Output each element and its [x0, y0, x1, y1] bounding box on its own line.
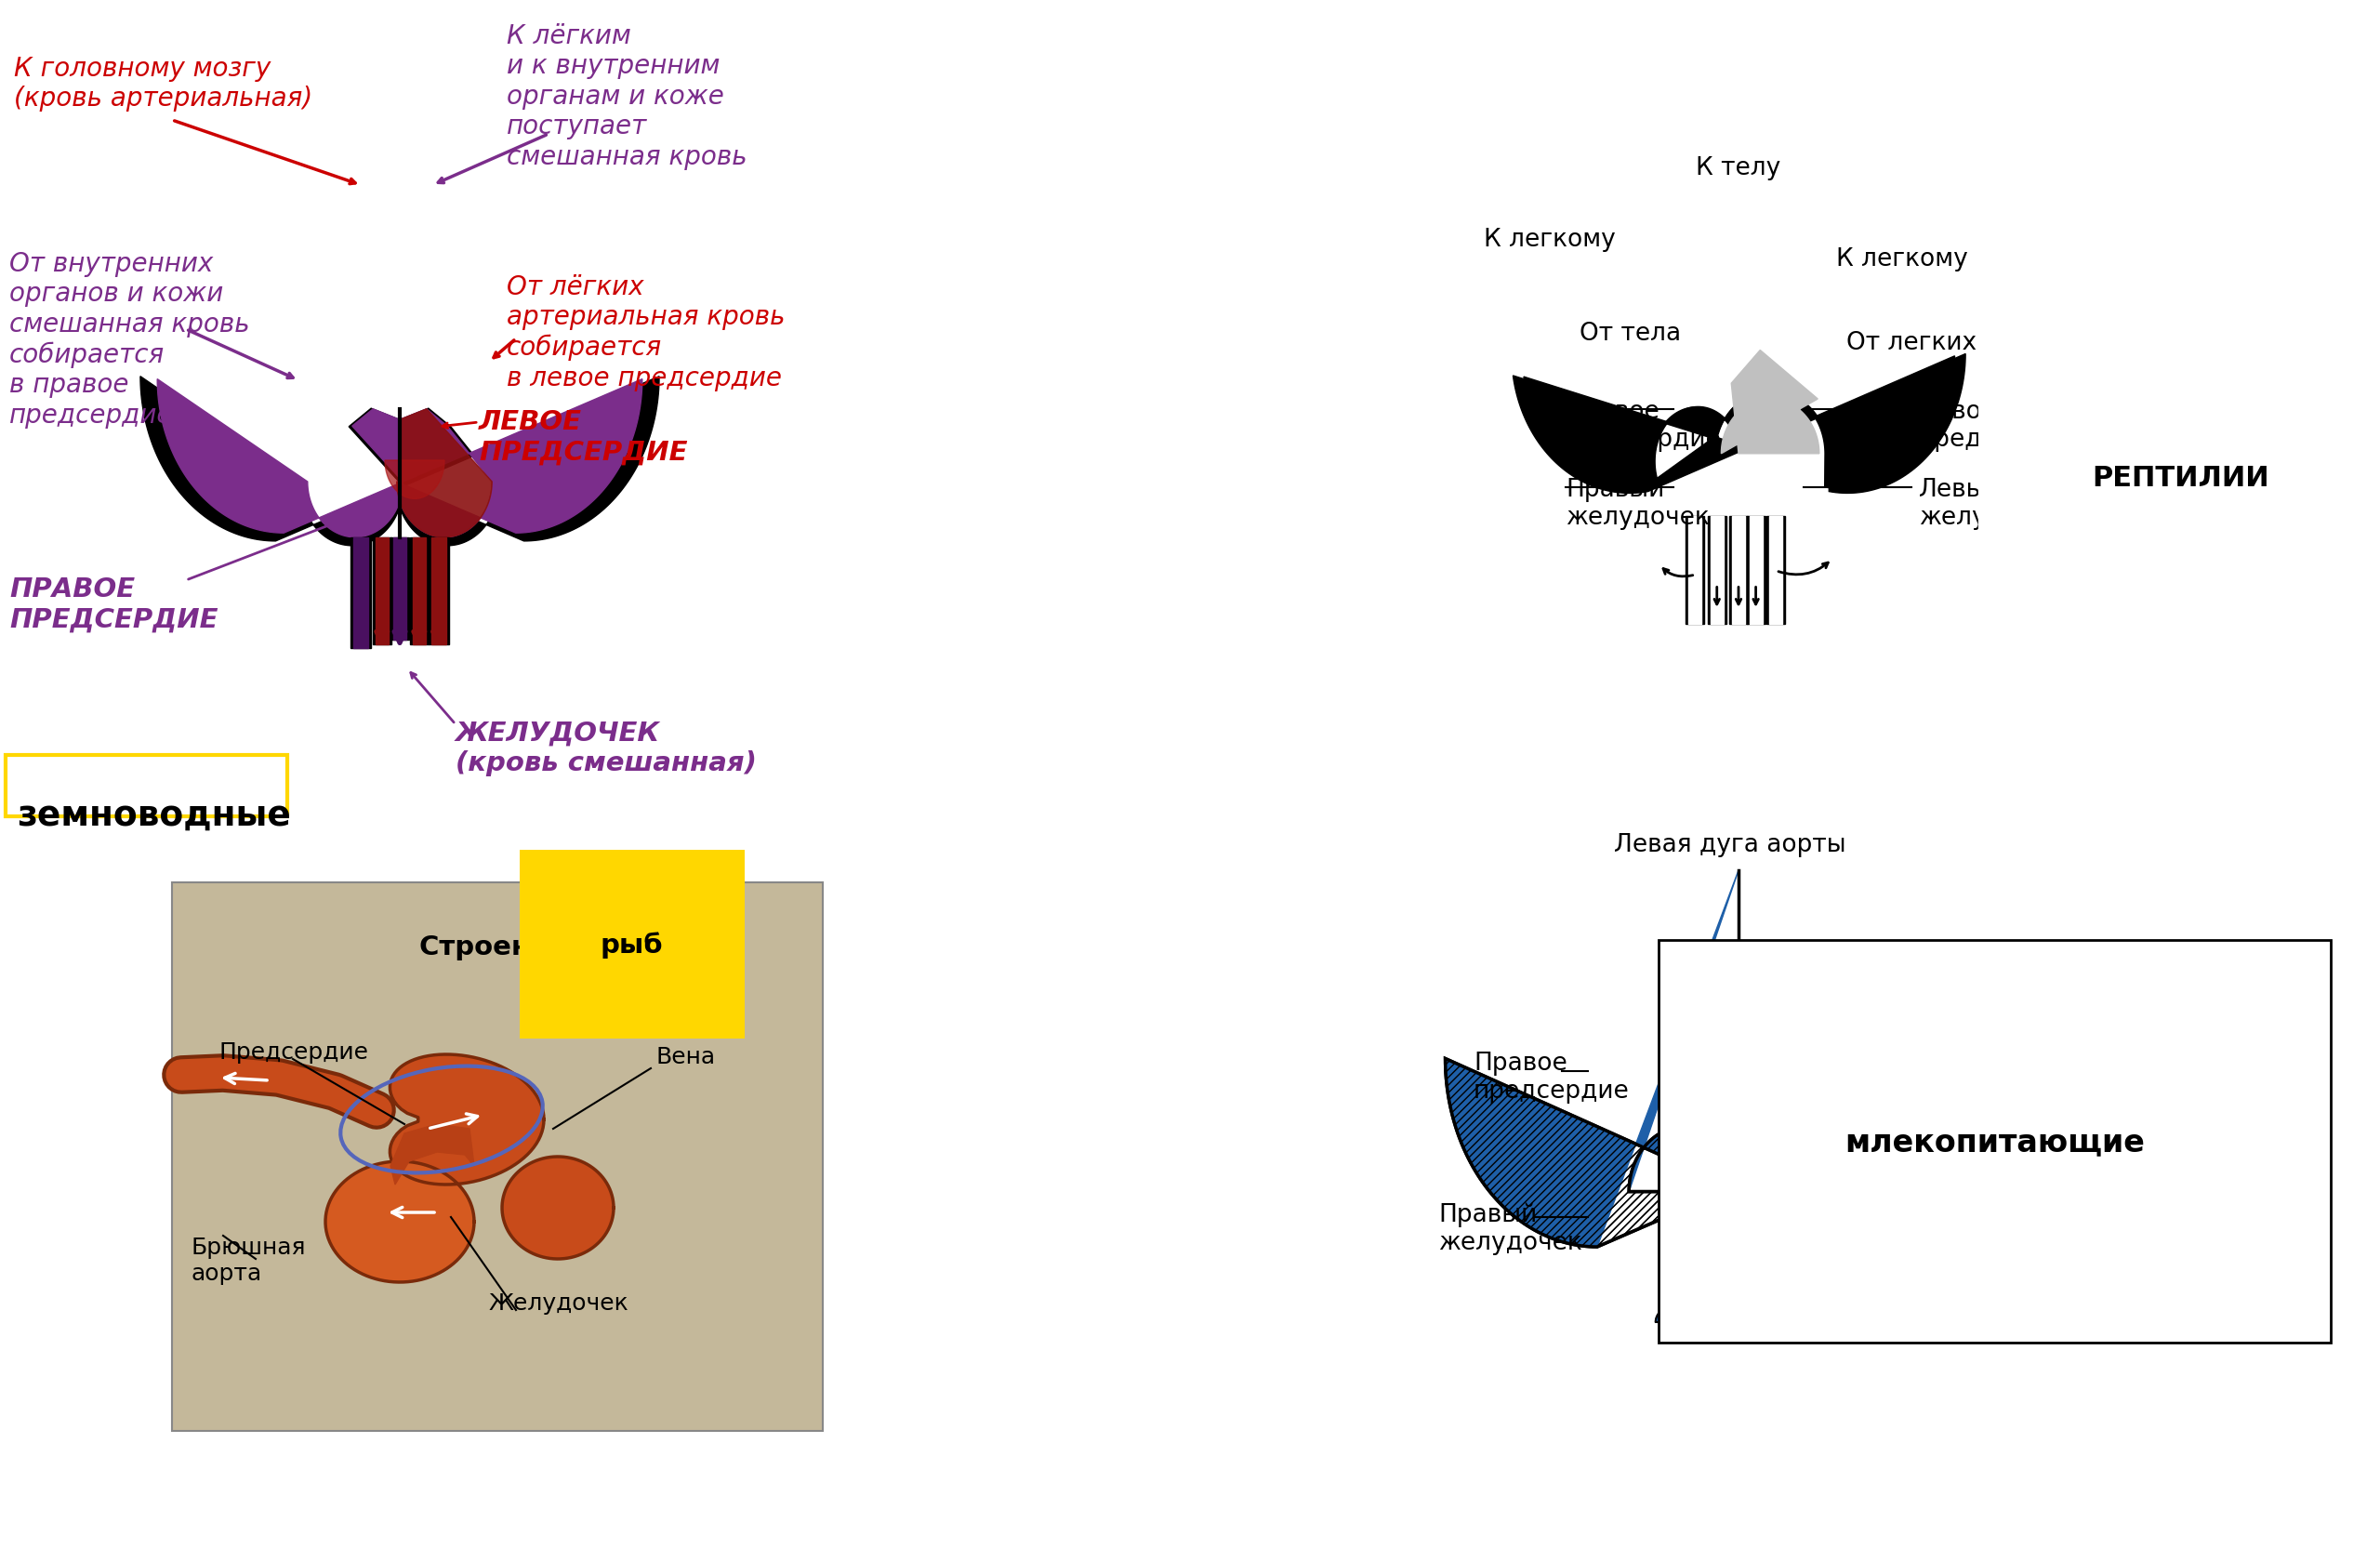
Polygon shape	[397, 409, 493, 537]
Text: От легких: От легких	[1847, 331, 1978, 356]
Text: ЛЕВОЕ
ПРЕДСЕРДИЕ: ЛЕВОЕ ПРЕДСЕРДИЕ	[478, 409, 688, 465]
Text: Брюшная
аорта: Брюшная аорта	[190, 1236, 305, 1284]
Polygon shape	[1747, 517, 1766, 623]
Polygon shape	[326, 1162, 474, 1282]
Text: К телу: К телу	[1697, 156, 1780, 180]
Polygon shape	[374, 537, 390, 645]
Text: Правое
предсердие: Правое предсердие	[1566, 400, 1721, 451]
Polygon shape	[1730, 517, 1747, 623]
Polygon shape	[157, 380, 643, 537]
Text: млекопитающие: млекопитающие	[1844, 1126, 2144, 1157]
Text: ЖЕЛУДОЧЕК
(кровь смешанная): ЖЕЛУДОЧЕК (кровь смешанная)	[455, 720, 757, 776]
Polygon shape	[1685, 517, 1704, 623]
Polygon shape	[502, 1157, 614, 1259]
Text: От лёгких
артериальная кровь
собирается
в левое предсердие: От лёгких артериальная кровь собирается …	[507, 273, 785, 390]
Polygon shape	[376, 537, 388, 645]
Text: рыб: рыб	[600, 931, 664, 958]
Text: К головному мозгу
(кровь артериальная): К головному мозгу (кровь артериальная)	[14, 56, 312, 112]
Text: К легкому: К легкому	[1485, 228, 1616, 251]
Polygon shape	[1690, 517, 1702, 623]
Polygon shape	[1523, 356, 1954, 489]
Text: Левая дуга аорты: Левая дуга аорты	[1614, 833, 1847, 858]
FancyBboxPatch shape	[5, 756, 288, 817]
Text: РЕПТИЛИИ: РЕПТИЛИИ	[2092, 464, 2268, 492]
Text: Левый
желудочек: Левый желудочек	[1890, 1201, 2033, 1254]
Polygon shape	[390, 1054, 545, 1184]
Polygon shape	[390, 537, 409, 640]
Polygon shape	[431, 537, 445, 645]
Text: От внутренних
органов и кожи
смешанная кровь
собирается
в правое
предсердие: От внутренних органов и кожи смешанная к…	[10, 251, 250, 428]
Text: Левое
предсердие: Левое предсердие	[1918, 400, 2075, 451]
Polygon shape	[1711, 517, 1723, 623]
Polygon shape	[393, 537, 407, 640]
Polygon shape	[355, 537, 369, 648]
Polygon shape	[1768, 517, 1783, 623]
Polygon shape	[1735, 1059, 2033, 1246]
Polygon shape	[1749, 1192, 1787, 1323]
Polygon shape	[350, 537, 371, 648]
Text: Левый
желудочек: Левый желудочек	[1918, 478, 2063, 530]
Polygon shape	[386, 461, 445, 500]
Polygon shape	[1706, 517, 1726, 623]
Text: Правое
предсердие: Правое предсердие	[1473, 1051, 1630, 1103]
Polygon shape	[428, 537, 450, 645]
Text: Строение сердца: Строение сердца	[419, 934, 700, 961]
Polygon shape	[409, 537, 428, 645]
Text: Правый
желудочек: Правый желудочек	[1566, 478, 1709, 530]
Polygon shape	[1730, 1304, 1806, 1323]
Polygon shape	[1445, 1059, 2033, 1246]
Polygon shape	[1514, 355, 1966, 494]
Text: земноводные: земноводные	[17, 800, 290, 833]
Polygon shape	[412, 537, 426, 645]
Polygon shape	[1721, 351, 1818, 455]
Text: Желудочек: Желудочек	[488, 1292, 628, 1314]
Polygon shape	[1445, 870, 1742, 1246]
Polygon shape	[1766, 517, 1785, 623]
Polygon shape	[390, 1125, 474, 1184]
FancyBboxPatch shape	[171, 883, 823, 1431]
Text: Левое
предсердие: Левое предсердие	[1890, 1051, 2044, 1103]
Text: От тела: От тела	[1580, 322, 1680, 345]
Text: Вена: Вена	[654, 1045, 714, 1068]
Polygon shape	[1749, 517, 1761, 623]
Text: ПРАВОЕ
ПРЕДСЕРДИЕ: ПРАВОЕ ПРЕДСЕРДИЕ	[10, 576, 219, 633]
Text: К легкому: К легкому	[1837, 247, 1968, 272]
Text: К лёгким
и к внутренним
органам и коже
поступает
смешанная кровь: К лёгким и к внутренним органам и коже п…	[507, 23, 747, 170]
Text: Правый
желудочек: Правый желудочек	[1438, 1201, 1583, 1254]
Polygon shape	[1733, 517, 1745, 623]
Polygon shape	[1690, 1192, 1728, 1323]
Text: Предсердие: Предсердие	[219, 1040, 369, 1064]
Polygon shape	[1656, 1296, 1761, 1323]
Polygon shape	[140, 376, 659, 547]
